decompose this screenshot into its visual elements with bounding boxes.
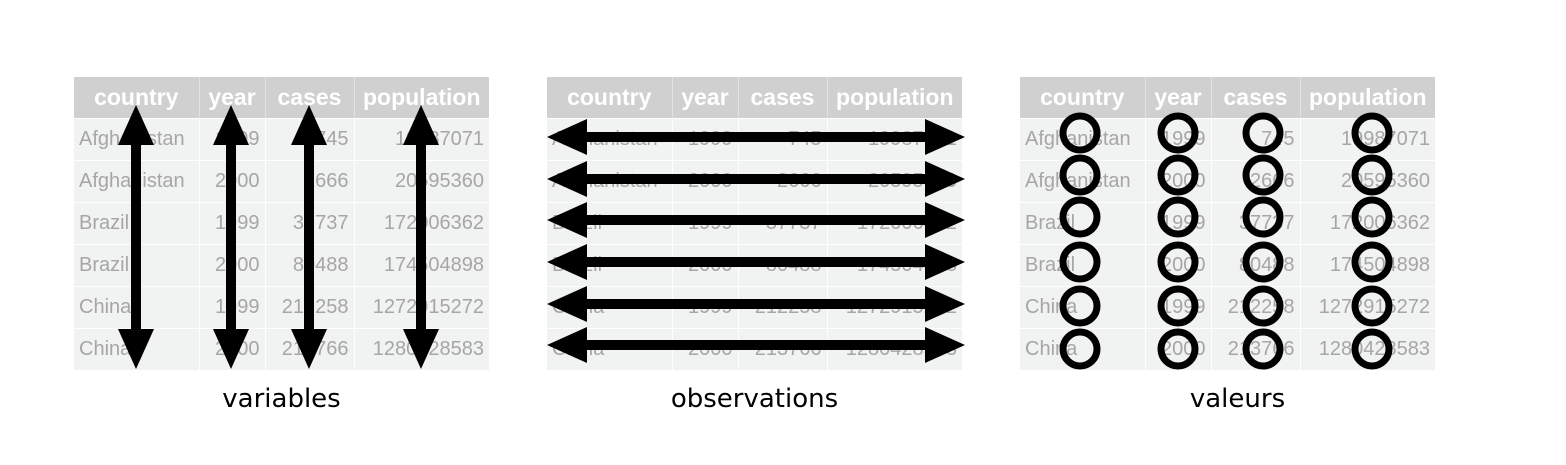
table-cell: Brazil [1020, 202, 1146, 245]
value-circles-year [1157, 112, 1199, 370]
column-arrow-population [403, 105, 439, 369]
column-arrow-year [213, 105, 249, 369]
table-cell: 745 [1211, 118, 1301, 161]
column-header: year [1145, 77, 1212, 119]
values-panel: country year cases population Afghanistan 19… [1020, 77, 1435, 370]
row-arrow [547, 202, 965, 238]
observations-caption: observations [670, 384, 839, 414]
table-cell: 2666 [1211, 160, 1301, 203]
table-header-row: country year cases population [547, 77, 962, 119]
column-header: country [547, 77, 673, 119]
column-arrow-cases [291, 105, 327, 369]
values-circles [1059, 112, 1393, 370]
table-cell: 19987071 [1300, 118, 1435, 161]
row-arrow [547, 119, 965, 155]
column-header: country [1020, 77, 1146, 119]
value-circles-population [1351, 112, 1393, 370]
row-arrow [547, 286, 965, 322]
column-header: population [354, 77, 489, 119]
column-header: year [672, 77, 739, 119]
row-arrow [547, 327, 965, 363]
observations-arrows [547, 119, 965, 363]
column-header: cases [265, 77, 355, 119]
row-arrow [547, 161, 965, 197]
column-header: cases [1211, 77, 1301, 119]
value-circles-country [1059, 112, 1101, 370]
table-cell: Afghanistan [1020, 118, 1146, 161]
table-cell: 37737 [1211, 202, 1301, 245]
values-caption: valeurs [1189, 384, 1286, 414]
row-arrow [547, 244, 965, 280]
value-circles-cases [1242, 112, 1284, 370]
column-header: population [827, 77, 962, 119]
column-arrow-country [118, 105, 154, 369]
table-header-row: country year cases population [1020, 77, 1435, 119]
table-cell: 174504898 [1300, 244, 1435, 287]
table-cell: Brazil [1020, 244, 1146, 287]
column-header: population [1300, 77, 1435, 119]
table-cell: 20595360 [1300, 160, 1435, 203]
variables-caption: variables [222, 384, 341, 414]
variables-arrows [118, 105, 439, 369]
column-header: cases [738, 77, 828, 119]
